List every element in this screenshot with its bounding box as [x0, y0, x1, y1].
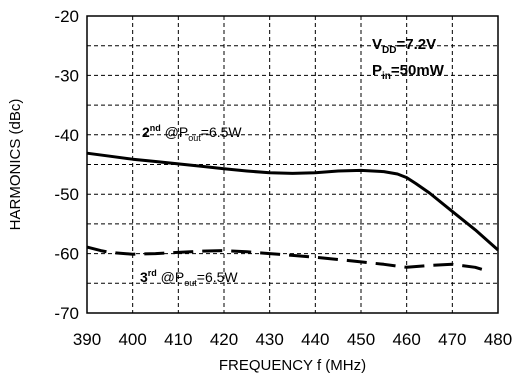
grid	[87, 16, 498, 313]
vdd-subscript: DD	[382, 45, 396, 56]
x-tick-label: 390	[73, 330, 101, 349]
third-harmonic-label: 3rd @Pout=6.5W	[140, 268, 238, 288]
second-harmonic-suffix: nd	[150, 123, 161, 133]
y-tick-label: -30	[54, 66, 79, 85]
pin-condition: Pin=50mW	[372, 62, 445, 82]
second-harmonic-order: 2	[142, 124, 150, 140]
third-harmonic-at: @P	[157, 269, 184, 285]
third-harmonic-order: 3	[140, 269, 148, 285]
series-layer	[86, 151, 499, 273]
third-harmonic-pout-sub: out	[184, 278, 197, 288]
x-tick-label: 400	[118, 330, 146, 349]
series-2nd-harmonic	[86, 151, 499, 252]
second-harmonic-pout-sub: out	[188, 133, 201, 143]
vdd-symbol: V	[372, 36, 382, 53]
x-tick-label: 430	[255, 330, 283, 349]
y-tick-label: -40	[54, 126, 79, 145]
y-axis-label: HARMONICS (dBc)	[7, 99, 24, 231]
y-tick-label: -60	[54, 245, 79, 264]
second-harmonic-label: 2nd @Pout=6.5W	[142, 123, 242, 143]
x-tick-label: 410	[164, 330, 192, 349]
x-tick-label: 470	[438, 330, 466, 349]
y-tick-label: -20	[54, 7, 79, 26]
x-tick-label: 460	[392, 330, 420, 349]
vdd-value: =7.2V	[396, 36, 436, 53]
vdd-condition: VDD=7.2V	[372, 36, 436, 56]
x-axis-label: FREQUENCY f (MHz)	[219, 357, 366, 374]
second-harmonic-pout-value: =6.5W	[201, 124, 243, 140]
pin-subscript: in	[382, 71, 391, 82]
pin-symbol: P	[372, 62, 382, 79]
x-tick-label: 420	[210, 330, 238, 349]
x-tick-label: 450	[347, 330, 375, 349]
third-harmonic-pout-value: =6.5W	[197, 269, 239, 285]
x-tick-label: 480	[484, 330, 512, 349]
third-harmonic-suffix: rd	[148, 268, 157, 278]
tick-layer: 390 400 410 420 430 440 450 460 470 480 -20 -30 -40 -…	[54, 7, 512, 349]
x-tick-label: 440	[301, 330, 329, 349]
y-tick-label: -50	[54, 185, 79, 204]
pin-value: =50mW	[391, 62, 445, 79]
plot-frame	[86, 15, 499, 314]
y-tick-label: -70	[54, 304, 79, 323]
second-harmonic-at: @P	[161, 124, 188, 140]
